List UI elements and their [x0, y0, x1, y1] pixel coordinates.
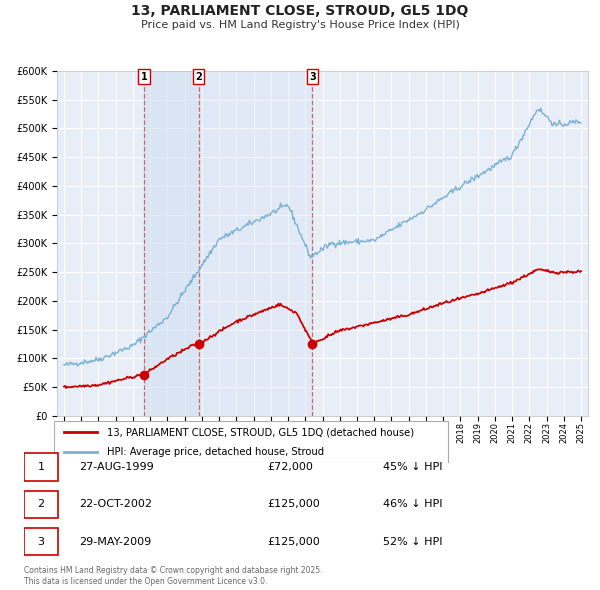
- FancyBboxPatch shape: [24, 491, 58, 518]
- FancyBboxPatch shape: [24, 528, 58, 555]
- Bar: [199, 71, 313, 416]
- Text: £125,000: £125,000: [267, 537, 320, 546]
- Text: Price paid vs. HM Land Registry's House Price Index (HPI): Price paid vs. HM Land Registry's House …: [140, 20, 460, 30]
- Text: Contains HM Land Registry data © Crown copyright and database right 2025.
This d: Contains HM Land Registry data © Crown c…: [24, 566, 323, 586]
- Text: 46% ↓ HPI: 46% ↓ HPI: [383, 500, 442, 509]
- Text: 22-OCT-2002: 22-OCT-2002: [79, 500, 152, 509]
- Text: 3: 3: [38, 537, 44, 546]
- Text: 2: 2: [195, 71, 202, 81]
- Bar: [144, 71, 199, 416]
- FancyBboxPatch shape: [24, 454, 58, 481]
- Text: 13, PARLIAMENT CLOSE, STROUD, GL5 1DQ: 13, PARLIAMENT CLOSE, STROUD, GL5 1DQ: [131, 4, 469, 18]
- Text: 29-MAY-2009: 29-MAY-2009: [79, 537, 151, 546]
- Text: 2: 2: [38, 500, 44, 509]
- Text: 45% ↓ HPI: 45% ↓ HPI: [383, 463, 442, 472]
- Text: 1: 1: [38, 463, 44, 472]
- Text: 13, PARLIAMENT CLOSE, STROUD, GL5 1DQ (detached house): 13, PARLIAMENT CLOSE, STROUD, GL5 1DQ (d…: [107, 427, 414, 437]
- Text: 52% ↓ HPI: 52% ↓ HPI: [383, 537, 442, 546]
- Text: 27-AUG-1999: 27-AUG-1999: [79, 463, 154, 472]
- Text: £125,000: £125,000: [267, 500, 320, 509]
- FancyBboxPatch shape: [54, 421, 448, 463]
- Text: 1: 1: [140, 71, 148, 81]
- Text: 3: 3: [309, 71, 316, 81]
- Text: HPI: Average price, detached house, Stroud: HPI: Average price, detached house, Stro…: [107, 447, 324, 457]
- Text: £72,000: £72,000: [267, 463, 313, 472]
